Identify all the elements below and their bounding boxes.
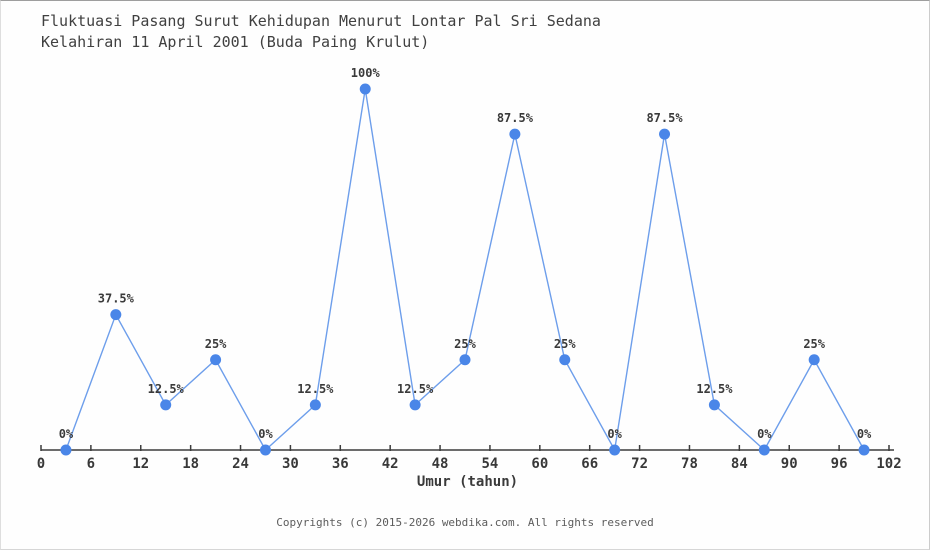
- x-tick-label: 66: [581, 456, 598, 472]
- data-point: [459, 354, 471, 366]
- data-point: [409, 399, 421, 411]
- data-point: [110, 309, 122, 321]
- data-point-label: 37.5%: [98, 292, 135, 306]
- chart-title-line2: Kelahiran 11 April 2001 (Buda Paing Krul…: [41, 33, 430, 51]
- data-point: [160, 399, 172, 411]
- x-tick-label: 24: [232, 456, 249, 472]
- data-point-label: 87.5%: [646, 111, 683, 125]
- data-point: [708, 399, 720, 411]
- x-tick-label: 18: [182, 456, 199, 472]
- x-axis-title: Umur (tahun): [416, 474, 519, 490]
- x-tick-label: 84: [731, 456, 748, 472]
- x-tick-label: 90: [781, 456, 798, 472]
- x-tick-label: 42: [382, 456, 399, 472]
- copyright-footer: Copyrights (c) 2015-2026 webdika.com. Al…: [276, 516, 654, 529]
- x-tick-label: 30: [282, 456, 299, 472]
- data-point: [808, 354, 820, 366]
- data-point: [60, 444, 72, 456]
- data-point-label: 100%: [351, 66, 381, 80]
- data-point-label: 87.5%: [497, 111, 534, 125]
- data-point-label: 0%: [607, 427, 622, 441]
- data-point: [559, 354, 571, 366]
- data-point: [858, 444, 870, 456]
- chart-title: Fluktuasi Pasang Surut Kehidupan Menurut…: [41, 11, 601, 53]
- data-point: [359, 83, 371, 95]
- data-point: [309, 399, 321, 411]
- x-tick-label: 78: [681, 456, 698, 472]
- data-point-label: 25%: [803, 337, 825, 351]
- x-tick-label: 48: [432, 456, 449, 472]
- x-tick-label: 6: [87, 456, 95, 472]
- data-point-label: 12.5%: [148, 382, 185, 396]
- data-point: [659, 128, 671, 140]
- data-point-label: 0%: [757, 427, 772, 441]
- data-point-label: 12.5%: [696, 382, 733, 396]
- data-point-label: 12.5%: [297, 382, 334, 396]
- data-point: [210, 354, 222, 366]
- x-tick-label: 72: [631, 456, 648, 472]
- x-tick-label: 54: [482, 456, 499, 472]
- data-point-label: 0%: [857, 427, 872, 441]
- x-tick-label: 60: [531, 456, 548, 472]
- x-tick-label: 36: [332, 456, 349, 472]
- data-point: [509, 128, 521, 140]
- chart-title-line1: Fluktuasi Pasang Surut Kehidupan Menurut…: [41, 12, 601, 30]
- data-point: [609, 444, 621, 456]
- data-point-label: 12.5%: [397, 382, 434, 396]
- x-tick-label: 12: [132, 456, 149, 472]
- data-point-label: 0%: [59, 427, 74, 441]
- chart-line: [65, 88, 865, 453]
- data-point: [758, 444, 770, 456]
- data-point-label: 0%: [258, 427, 273, 441]
- data-point-label: 25%: [454, 337, 476, 351]
- x-tick-label: 96: [831, 456, 848, 472]
- data-point-label: 25%: [205, 337, 227, 351]
- x-tick-label: 102: [876, 456, 901, 472]
- data-point: [259, 444, 271, 456]
- x-tick-label: 0: [37, 456, 45, 472]
- data-point-label: 25%: [554, 337, 576, 351]
